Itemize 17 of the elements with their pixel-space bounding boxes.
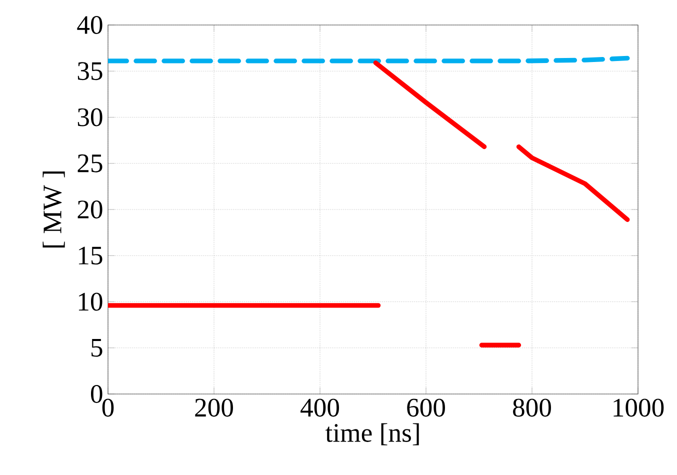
y-tick-label: 35 [78, 62, 102, 80]
y-tick-label: 0 [90, 385, 102, 403]
x-tick-label: 0 [102, 398, 114, 417]
x-axis-title: time [ns] [325, 423, 419, 446]
x-tick-label: 800 [513, 398, 551, 417]
x-tick-label: 600 [407, 398, 445, 417]
y-tick-label: 10 [78, 292, 102, 311]
y-tick-label: 15 [78, 246, 102, 265]
x-tick-label: 1000 [614, 398, 664, 417]
y-tick-label: 30 [78, 108, 102, 126]
x-tick-label: 200 [195, 398, 233, 417]
y-tick-label: 5 [92, 339, 102, 357]
y-tick-label: 20 [78, 200, 102, 218]
y-axis-title: [ MW ] [42, 171, 65, 248]
x-tick-label: 400 [300, 398, 339, 417]
y-tick-label: 25 [78, 154, 102, 172]
y-tick-label: 40 [77, 16, 102, 34]
